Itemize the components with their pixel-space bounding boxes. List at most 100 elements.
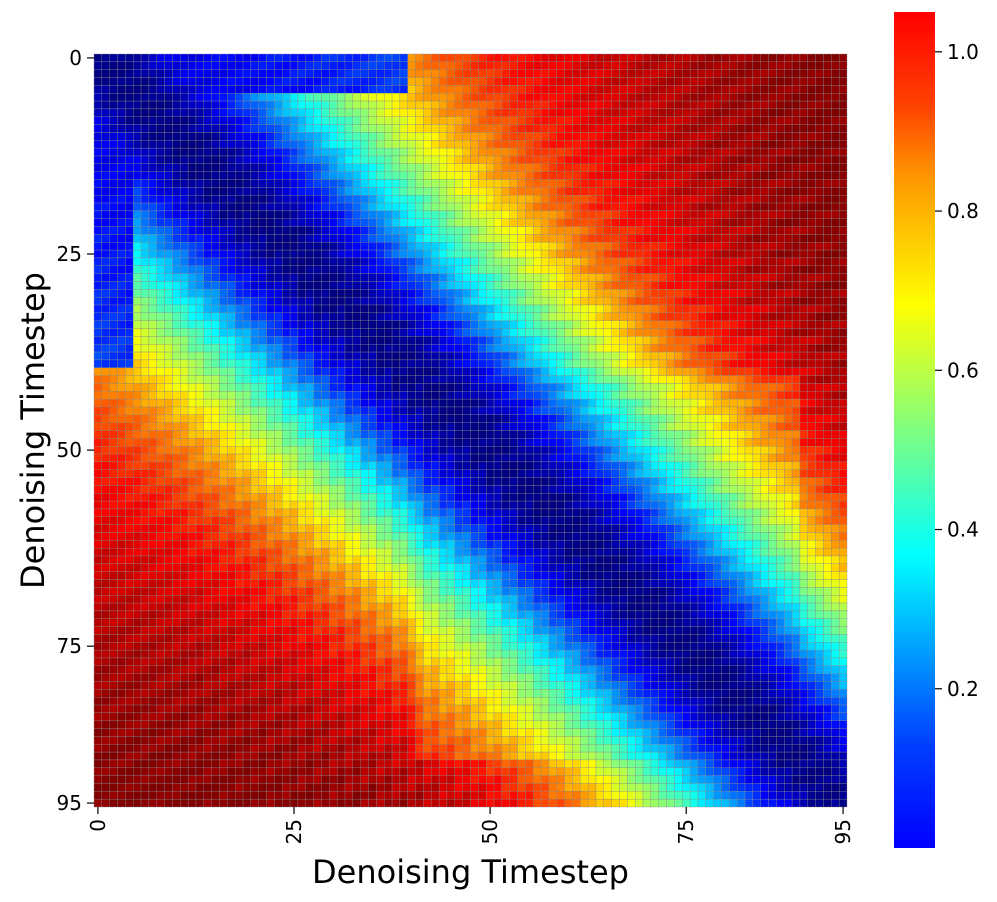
heatmap-cell bbox=[572, 155, 581, 164]
heatmap-cell bbox=[831, 398, 840, 408]
heatmap-cell bbox=[235, 93, 244, 102]
heatmap-cell bbox=[729, 296, 738, 306]
heatmap-cell bbox=[807, 116, 816, 125]
heatmap-cell bbox=[689, 77, 699, 86]
heatmap-cell bbox=[438, 108, 448, 117]
heatmap-cell bbox=[321, 351, 330, 361]
heatmap-cell bbox=[125, 359, 134, 368]
heatmap-cell bbox=[564, 375, 573, 384]
heatmap-cell bbox=[697, 304, 706, 314]
heatmap-cell bbox=[180, 391, 189, 400]
heatmap-cell bbox=[438, 147, 448, 157]
heatmap-cell bbox=[799, 171, 808, 180]
heatmap-cell bbox=[823, 304, 832, 314]
heatmap-cell bbox=[235, 85, 244, 94]
heatmap-cell bbox=[493, 265, 503, 274]
heatmap-cell bbox=[164, 242, 173, 251]
heatmap-cell bbox=[572, 108, 581, 117]
heatmap-cell bbox=[384, 140, 393, 149]
heatmap-cell bbox=[744, 391, 754, 400]
heatmap-cell bbox=[321, 328, 330, 337]
heatmap-cell bbox=[635, 328, 644, 337]
heatmap-cell bbox=[93, 116, 103, 125]
heatmap-cell bbox=[148, 93, 157, 102]
heatmap-cell bbox=[446, 69, 455, 78]
heatmap-cell bbox=[493, 53, 503, 63]
heatmap-cell bbox=[242, 210, 252, 219]
heatmap-cell bbox=[133, 85, 142, 94]
heatmap-cell bbox=[682, 414, 691, 423]
heatmap-cell bbox=[172, 69, 181, 78]
heatmap-cell bbox=[148, 163, 157, 172]
heatmap-cell bbox=[93, 289, 103, 298]
heatmap-cell bbox=[666, 273, 675, 282]
heatmap-cell bbox=[274, 242, 283, 251]
heatmap-cell bbox=[603, 179, 612, 188]
heatmap-cell bbox=[760, 351, 769, 361]
heatmap-cell bbox=[140, 61, 150, 70]
heatmap-cell bbox=[721, 406, 730, 415]
heatmap-cell bbox=[658, 147, 667, 157]
heatmap-cell bbox=[227, 351, 236, 361]
heatmap-cell bbox=[666, 265, 675, 274]
heatmap-cell bbox=[360, 375, 369, 384]
heatmap-cell bbox=[831, 351, 840, 361]
heatmap-cell bbox=[533, 273, 542, 282]
heatmap-cell bbox=[454, 124, 463, 133]
heatmap-cell bbox=[109, 351, 118, 361]
heatmap-cell bbox=[486, 53, 495, 63]
heatmap-cell bbox=[297, 391, 306, 400]
heatmap-cell bbox=[438, 367, 448, 376]
heatmap-cell bbox=[689, 406, 699, 415]
heatmap-cell bbox=[776, 344, 785, 353]
heatmap-cell bbox=[556, 226, 565, 235]
heatmap-cell bbox=[838, 273, 848, 282]
heatmap-cell bbox=[627, 210, 636, 219]
heatmap-cell bbox=[823, 453, 832, 463]
heatmap-cell bbox=[823, 375, 832, 384]
heatmap-cell bbox=[838, 383, 848, 392]
heatmap-cell bbox=[478, 116, 487, 125]
heatmap-cell bbox=[164, 446, 173, 455]
heatmap-cell bbox=[211, 210, 220, 219]
heatmap-cell bbox=[344, 234, 354, 243]
heatmap-cell bbox=[93, 187, 103, 196]
heatmap-cell bbox=[619, 171, 628, 180]
heatmap-cell bbox=[446, 438, 455, 447]
heatmap-cell bbox=[729, 53, 738, 63]
heatmap-cell bbox=[627, 391, 636, 400]
heatmap-cell bbox=[227, 391, 236, 400]
heatmap-cell bbox=[297, 273, 306, 282]
heatmap-cell bbox=[831, 406, 840, 415]
heatmap-cell bbox=[831, 147, 840, 157]
heatmap-cell bbox=[838, 53, 848, 63]
heatmap-cell bbox=[486, 234, 495, 243]
heatmap-cell bbox=[768, 179, 777, 188]
heatmap-cell bbox=[101, 53, 110, 63]
heatmap-cell bbox=[697, 140, 706, 149]
heatmap-cell bbox=[376, 179, 385, 188]
heatmap-cell bbox=[274, 257, 283, 266]
heatmap-cell bbox=[344, 202, 354, 212]
heatmap-cell bbox=[486, 93, 495, 102]
heatmap-cell bbox=[658, 61, 667, 70]
heatmap-cell bbox=[737, 108, 746, 117]
heatmap-cell bbox=[666, 171, 675, 180]
heatmap-cell bbox=[658, 100, 667, 110]
heatmap-cell bbox=[258, 226, 267, 235]
heatmap-cell bbox=[619, 391, 628, 400]
heatmap-cell bbox=[784, 273, 793, 282]
heatmap-cell bbox=[776, 124, 785, 133]
heatmap-cell bbox=[540, 242, 550, 251]
heatmap-cell bbox=[517, 155, 526, 164]
heatmap-cell bbox=[462, 438, 471, 447]
heatmap-cell bbox=[548, 414, 557, 423]
heatmap-cell bbox=[101, 336, 110, 345]
heatmap-cell bbox=[423, 132, 432, 141]
heatmap-cell bbox=[784, 351, 793, 361]
heatmap-cell bbox=[815, 163, 824, 172]
heatmap-cell bbox=[674, 100, 683, 110]
heatmap-cell bbox=[580, 249, 589, 259]
heatmap-cell bbox=[133, 273, 142, 282]
heatmap-cell bbox=[109, 226, 118, 235]
